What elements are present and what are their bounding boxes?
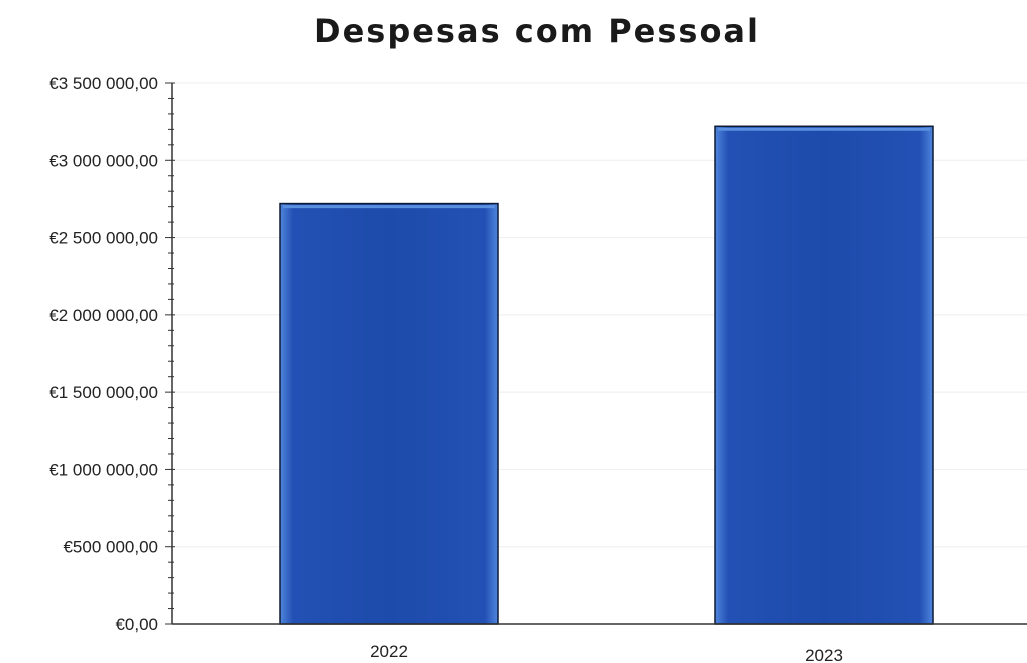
y-tick-label: €2 000 000,00	[49, 306, 158, 325]
chart-title: Despesas com Pessoal	[314, 12, 760, 50]
y-tick-label: €500 000,00	[63, 538, 158, 557]
y-tick-label: €2 500 000,00	[49, 229, 158, 248]
bars	[279, 125, 934, 625]
y-tick-label: €3 500 000,00	[49, 74, 158, 93]
axes	[165, 82, 1027, 625]
bar-2022	[279, 202, 499, 625]
x-category-label: 2022	[370, 642, 408, 661]
y-tick-label: €1 000 000,00	[49, 460, 158, 479]
y-tick-label: €3 000 000,00	[49, 151, 158, 170]
bar-2023	[714, 125, 934, 625]
y-tick-label: €0,00	[115, 615, 158, 634]
axis-labels: €0,00 €500 000,00 €1 000 000,00 €1 500 000,…	[49, 74, 843, 663]
y-tick-label: €1 500 000,00	[49, 383, 158, 402]
x-category-label: 2023	[805, 646, 843, 663]
